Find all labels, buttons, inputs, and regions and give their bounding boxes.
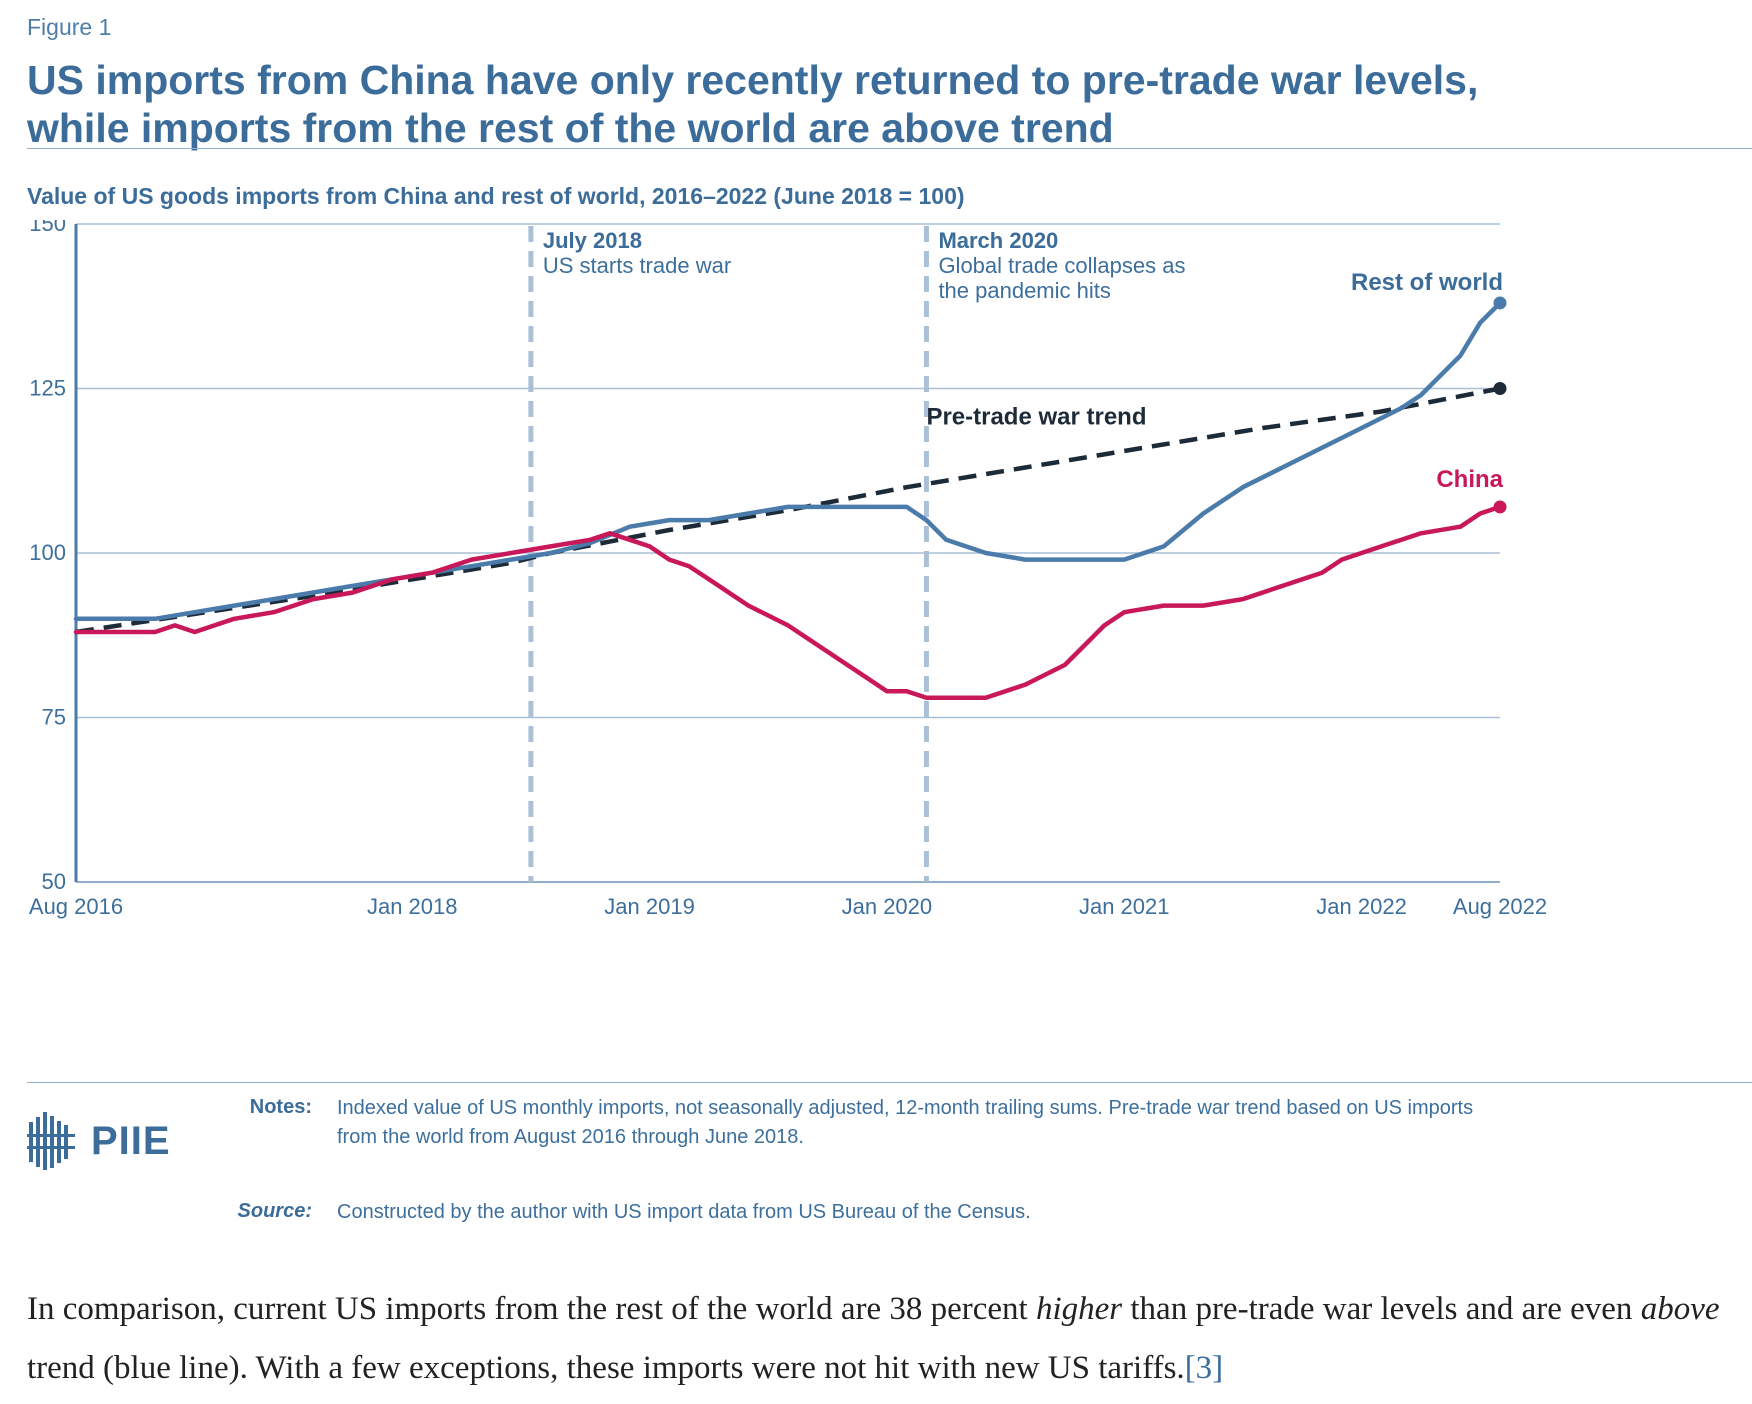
y-tick-label-50: 50 — [42, 869, 66, 894]
source-label: Source: — [237, 1200, 312, 1222]
series-line-rest-of-world — [73, 300, 1503, 622]
notes-line-2: from the world from August 2016 through … — [337, 1126, 804, 1148]
notes-label: Notes: — [249, 1096, 312, 1118]
notes-text: Indexed value of US monthly imports, not… — [337, 1094, 1737, 1152]
piie-logo: PIIE — [27, 1108, 171, 1174]
end-point-pre-trade-war-trend — [1493, 382, 1507, 395]
x-axis-ticks: Aug 2016 Jan 2018 Jan 2019 Jan 2020 Jan 2021… — [29, 894, 1547, 919]
chart-title: US imports from China have only recently… — [27, 56, 1727, 152]
series-label-china: China — [1436, 466, 1503, 493]
end-point-rest-of-world — [1493, 296, 1507, 310]
chart-title-line-2: while imports from the rest of the world… — [27, 105, 1114, 151]
series-line-china — [73, 504, 1503, 701]
x-tick-label: Jan 2019 — [604, 894, 695, 919]
x-tick-label: Jan 2018 — [367, 894, 458, 919]
paragraph-text-1: In comparison, current US imports from t… — [27, 1291, 1036, 1327]
y-tick-label-125: 125 — [29, 376, 66, 401]
article-paragraph: In comparison, current US imports from t… — [27, 1280, 1747, 1398]
y-tick-label-150: 150 — [29, 220, 66, 236]
paragraph-text-2: than pre-trade war levels and are even — [1122, 1291, 1641, 1327]
x-tick-label: Jan 2021 — [1079, 894, 1170, 919]
line-chart: 50 75 100 125 150 Aug 2016 Jan 2018 Jan 2019 Ja… — [29, 220, 1547, 919]
event-text-2-2: the pandemic hits — [938, 278, 1110, 303]
x-tick-label: Jan 2020 — [842, 894, 933, 919]
series-label-rest-of-world: Rest of world — [1351, 269, 1503, 296]
y-tick-label-100: 100 — [29, 540, 66, 565]
x-tick-label: Jan 2022 — [1316, 894, 1407, 919]
x-tick-label: Aug 2016 — [29, 894, 123, 919]
source-text: Constructed by the author with US import… — [337, 1201, 1031, 1223]
event-text-2-1: Global trade collapses as — [938, 253, 1185, 278]
series-labels: Rest of world China Pre-trade war trend — [926, 269, 1503, 493]
y-axis-ticks: 50 75 100 125 150 — [29, 220, 66, 894]
figure-label: Figure 1 — [27, 14, 112, 40]
title-divider — [27, 148, 1752, 149]
footer-divider — [27, 1082, 1752, 1083]
footnote-link[interactable]: [3] — [1184, 1350, 1224, 1386]
paragraph-text-3: trend (blue line). With a few exceptions… — [27, 1350, 1185, 1386]
x-tick-label: Aug 2022 — [1453, 894, 1547, 919]
event-heading-1: July 2018 — [543, 228, 642, 253]
paragraph-emphasis-1: higher — [1035, 1291, 1123, 1327]
logo-text: PIIE — [91, 1118, 171, 1163]
notes-line-1: Indexed value of US monthly imports, not… — [337, 1097, 1474, 1119]
data-series — [73, 296, 1507, 701]
event-text-1-1: US starts trade war — [543, 253, 731, 278]
paragraph-emphasis-2: above — [1640, 1291, 1720, 1327]
series-label-trend: Pre-trade war trend — [926, 404, 1146, 431]
chart-title-line-1: US imports from China have only recently… — [27, 57, 1479, 103]
event-heading-2: March 2020 — [938, 228, 1058, 253]
series-line-pre-trade-war-trend — [75, 386, 1501, 635]
grid-lines — [74, 223, 1500, 883]
end-point-china — [1493, 500, 1507, 514]
piie-building-icon — [27, 1112, 75, 1170]
chart-subtitle: Value of US goods imports from China and… — [27, 183, 965, 209]
y-tick-label-75: 75 — [42, 705, 66, 730]
